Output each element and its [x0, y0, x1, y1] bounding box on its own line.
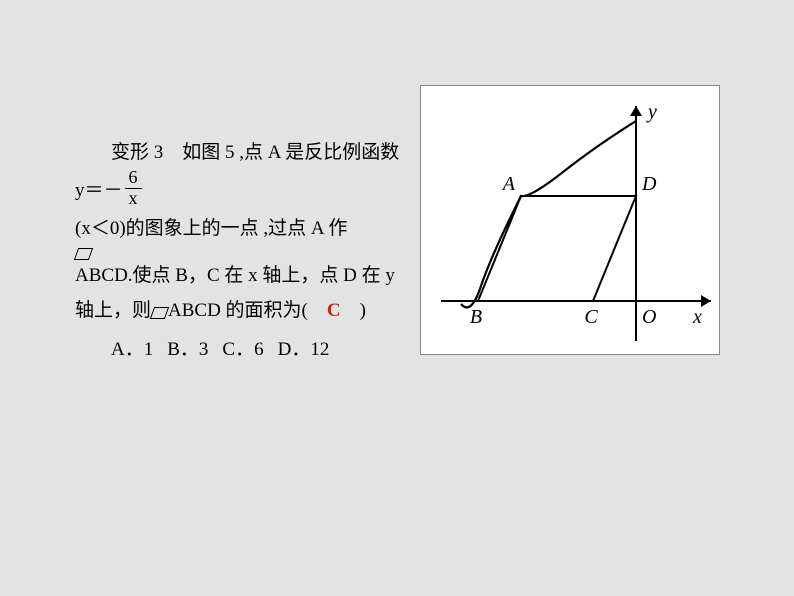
eq-post: (x＜0)的图象上的一点 ,过点 A 作 — [75, 211, 347, 246]
fraction: 6 x — [125, 168, 142, 209]
svg-text:y: y — [646, 101, 657, 123]
svg-text:B: B — [470, 306, 482, 328]
line-1: 变形 3 如图 5 ,点 A 是反比例函数 — [75, 135, 405, 170]
option-a: A．1 — [111, 332, 153, 367]
problem-text: 变形 3 如图 5 ,点 A 是反比例函数 y＝－ 6 x (x＜0)的图象上的… — [75, 135, 405, 367]
fraction-den: x — [125, 189, 142, 209]
svg-text:C: C — [584, 306, 598, 328]
svg-text:A: A — [501, 173, 516, 195]
option-b: B．3 — [167, 332, 208, 367]
line4-c: ) — [341, 293, 366, 328]
line4-a: 轴上，则 — [75, 293, 151, 328]
options-row: A．1 B．3 C．6 D．12 — [75, 332, 405, 367]
fraction-num: 6 — [125, 168, 142, 189]
line-3: ABCD.使点 B，C 在 x 轴上，点 D 在 y — [75, 246, 405, 293]
diagram-box: y x O A D B C — [420, 85, 720, 355]
parallelogram-icon — [150, 307, 169, 319]
graph-svg: y x O A D B C — [421, 86, 721, 356]
svg-text:O: O — [642, 306, 656, 328]
line4-b: ABCD 的面积为( — [168, 293, 327, 328]
option-d: D．12 — [278, 332, 330, 367]
eq-pre: y＝－ — [75, 173, 123, 208]
line-2: y＝－ 6 x (x＜0)的图象上的一点 ,过点 A 作 — [75, 170, 405, 246]
svg-text:D: D — [641, 173, 657, 195]
line1-rest: 如图 5 ,点 A 是反比例函数 — [163, 135, 399, 170]
line-4: 轴上，则 ABCD 的面积为( C ) — [75, 293, 405, 328]
option-c: C．6 — [222, 332, 263, 367]
variant-label: 变形 3 — [111, 135, 163, 170]
line3-text: ABCD.使点 B，C 在 x 轴上，点 D 在 y — [75, 258, 395, 293]
answer-letter: C — [327, 293, 341, 328]
svg-text:x: x — [692, 306, 702, 328]
